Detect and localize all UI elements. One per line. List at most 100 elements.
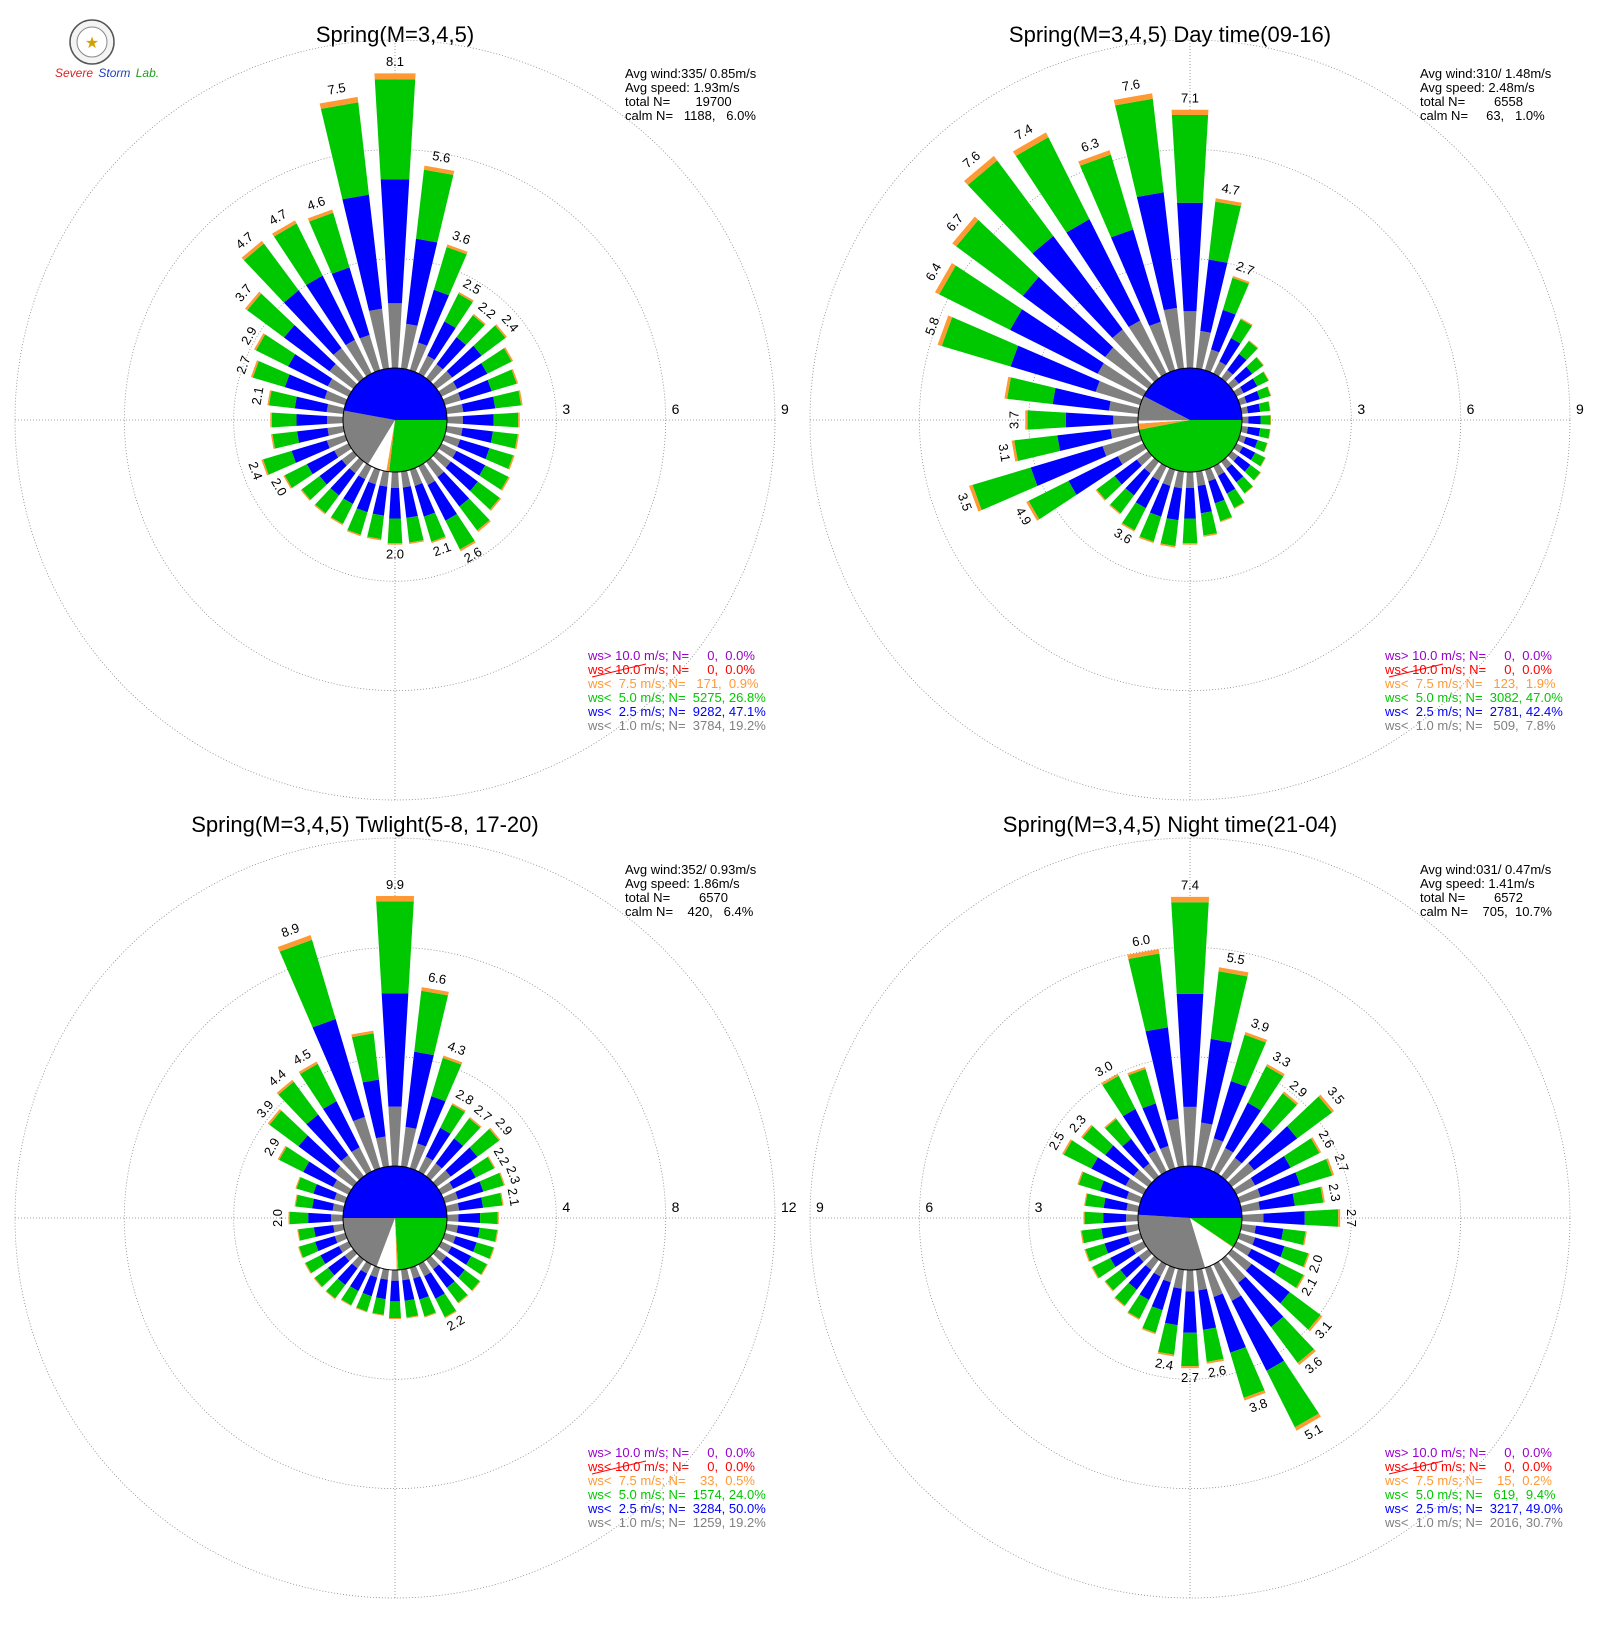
- bar-segment-lt5: [305, 1255, 326, 1274]
- bar-segment-lt2_5: [447, 1246, 472, 1265]
- bar-segment-lt2_5: [1103, 1197, 1128, 1211]
- legend-item-gt10: ws> 10.0 m/s; N= 0, 0.0%: [587, 1445, 755, 1460]
- logo-word-severe: Severe: [55, 66, 93, 80]
- bar-segment-lt2_5: [342, 194, 383, 311]
- bar-segment-lt7_5: [1084, 1193, 1088, 1206]
- bar-segment-lt2_5: [1099, 1180, 1130, 1200]
- direction-bar-310: [244, 291, 358, 389]
- direction-bar-200: [1138, 467, 1176, 544]
- stats-line: total N= 6558: [1420, 94, 1523, 109]
- logo-seal-inner: [76, 26, 108, 58]
- bar-segment-lt2_5: [402, 1279, 415, 1301]
- bar-segment-lt2_5: [449, 1168, 476, 1189]
- bar-segment-lt2_5: [445, 461, 478, 491]
- bar-segment-lt7_5: [934, 262, 956, 295]
- bar-segment-lt1: [1221, 457, 1232, 469]
- bar-segment-lt7_5: [272, 220, 297, 237]
- direction-value-label: 3.1: [995, 443, 1013, 463]
- bar-segment-lt7_5: [457, 1294, 469, 1304]
- direction-bar-80: [445, 1192, 504, 1213]
- bar-segment-lt1: [418, 463, 436, 486]
- bar-segment-lt1: [388, 303, 402, 369]
- legend-item-lt5: ws< 5.0 m/s; N= 3082, 47.0%: [1384, 690, 1563, 705]
- bar-segment-lt5: [1254, 440, 1268, 452]
- bar-segment-lt5: [314, 1267, 335, 1287]
- direction-value-label: 4.7: [1220, 180, 1240, 198]
- bar-segment-lt7_5: [1303, 1253, 1310, 1268]
- bar-segment-lt5: [939, 265, 1022, 330]
- bar-segment-lt1: [1152, 463, 1167, 481]
- bar-segment-lt7_5: [487, 1156, 496, 1169]
- bar-segment-lt7_5: [387, 543, 403, 545]
- bar-segment-lt7_5: [297, 1229, 301, 1241]
- bar-segment-lt1: [334, 1192, 348, 1204]
- bar-segment-lt2_5: [1247, 1248, 1281, 1274]
- bar-segment-lt1: [358, 463, 372, 480]
- bar-segment-lt7_5: [1218, 967, 1249, 977]
- bar-segment-lt5: [406, 515, 424, 543]
- direction-bar-110: [442, 434, 515, 470]
- direction-bar-180: [1181, 1269, 1199, 1369]
- bar-segment-lt5: [1252, 371, 1269, 387]
- bar-segment-lt1: [1241, 1213, 1264, 1223]
- bar-segment-lt1: [338, 1241, 352, 1253]
- direction-bar-90: [446, 1211, 499, 1225]
- bar-segment-lt1: [1227, 451, 1239, 462]
- bar-segment-lt5: [1274, 1263, 1304, 1288]
- bar-segment-lt1: [438, 1182, 454, 1195]
- direction-bar-320: [1104, 1117, 1159, 1181]
- direction-value-label: 4.3: [446, 1038, 468, 1058]
- direction-value-label: 2.9: [261, 1135, 283, 1158]
- bar-segment-lt2_5: [306, 275, 355, 346]
- bar-segment-lt7_5: [254, 333, 266, 351]
- direction-bar-170: [400, 470, 424, 545]
- direction-bar-30: [418, 1103, 466, 1175]
- bar-segment-lt1: [445, 1223, 459, 1233]
- stats-line: Avg speed: 1.93m/s: [625, 80, 740, 95]
- bar-segment-lt5: [458, 1269, 480, 1291]
- direction-bar-120: [1233, 1241, 1305, 1289]
- direction-bar-240: [283, 443, 352, 489]
- bar-segment-lt7_5: [1263, 443, 1268, 453]
- bar-segment-lt7_5: [1308, 1315, 1323, 1332]
- bar-segment-lt2_5: [413, 1276, 429, 1300]
- bar-segment-lt5: [1085, 1193, 1106, 1209]
- bar-segment-lt7_5: [495, 324, 507, 338]
- bar-segment-lt7_5: [1121, 523, 1135, 532]
- direction-bar-230: [1095, 451, 1153, 501]
- bar-segment-lt5: [1084, 1211, 1104, 1225]
- bar-segment-lt2_5: [1226, 464, 1244, 483]
- bar-segment-lt7_5: [518, 412, 520, 428]
- stats-line: total N= 6572: [1420, 890, 1523, 905]
- bar-segment-lt5: [1079, 154, 1134, 238]
- bar-segment-lt5: [1261, 1093, 1297, 1132]
- bar-segment-lt7_5: [283, 475, 292, 489]
- direction-bar-90: [1241, 1209, 1341, 1227]
- legend-item-lt1: ws< 1.0 m/s; N= 2016, 30.7%: [1384, 1515, 1563, 1530]
- bar-segment-lt1: [442, 1191, 459, 1204]
- bar-segment-lt2_5: [283, 324, 336, 372]
- direction-bar-220: [1114, 1255, 1159, 1307]
- bar-segment-lt7_5: [298, 1246, 304, 1259]
- direction-bar-90: [446, 412, 520, 428]
- bar-segment-lt2_5: [1057, 429, 1113, 451]
- bar-segment-lt7_5: [1157, 1351, 1175, 1357]
- direction-bar-110: [1237, 1232, 1310, 1268]
- bar-segment-lt7_5: [471, 1280, 481, 1292]
- bar-segment-lt5: [466, 1256, 488, 1275]
- center-pie-outline: [342, 1165, 448, 1271]
- bar-segment-lt2_5: [1164, 1287, 1182, 1326]
- legend-item-lt2_5: ws< 2.5 m/s; N= 2781, 42.4%: [1384, 704, 1563, 719]
- bar-segment-lt7_5: [1113, 93, 1153, 106]
- bar-segment-lt5: [479, 465, 509, 490]
- bar-segment-lt1: [1163, 1265, 1176, 1283]
- center-pie-lt7_5: [395, 1218, 399, 1270]
- bar-segment-lt2_5: [427, 321, 456, 360]
- direction-bar-300: [277, 1145, 352, 1195]
- direction-value-label: 2.1: [505, 1187, 523, 1207]
- bar-segment-lt7_5: [451, 1103, 466, 1112]
- bar-segment-lt2_5: [291, 440, 330, 463]
- bar-segment-lt7_5: [250, 360, 259, 378]
- direction-bar-270: [270, 412, 344, 428]
- direction-bar-190: [1157, 1268, 1185, 1357]
